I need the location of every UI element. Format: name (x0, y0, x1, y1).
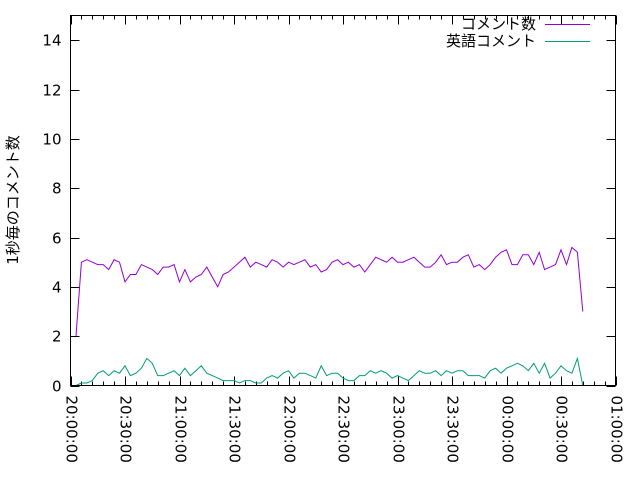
x-tick-label: 21:00:00 (172, 396, 190, 463)
x-tick-label: 00:00:00 (499, 396, 517, 463)
plot-border (70, 15, 616, 386)
y-tick-label: 0 (52, 378, 62, 396)
x-tick-label: 23:00:00 (390, 396, 408, 463)
y-tick-label: 6 (52, 230, 62, 248)
x-tick-labels: 20:00:00 20:30:00 21:00:00 21:30:00 22:00:00… (63, 396, 626, 463)
series-line-0 (75, 246, 584, 337)
series-lines (75, 246, 584, 386)
legend-label-0: コメント数 (461, 15, 536, 33)
y-tick-labels: 0 2 4 6 8 10 12 14 (42, 32, 61, 396)
x-tick-label: 20:30:00 (117, 396, 135, 463)
x-tick-label: 20:00:00 (63, 396, 81, 463)
axis-ticks (70, 15, 617, 387)
y-tick-label: 4 (52, 279, 62, 297)
y-axis-label: 1秒毎のコメント数 (4, 135, 22, 265)
y-tick-label: 2 (52, 328, 62, 346)
x-tick-label: 01:00:00 (608, 396, 626, 463)
series-line-1 (75, 356, 584, 386)
legend: コメント数 英語コメント (446, 15, 590, 50)
y-tick-label: 14 (42, 32, 61, 50)
x-tick-label: 21:30:00 (226, 396, 244, 463)
x-tick-label: 22:00:00 (281, 396, 299, 463)
x-tick-label: 00:30:00 (553, 396, 571, 463)
x-tick-label: 23:30:00 (444, 396, 462, 463)
y-tick-label: 12 (42, 82, 61, 100)
x-tick-label: 22:30:00 (335, 396, 353, 463)
legend-label-1: 英語コメント (446, 32, 536, 50)
y-tick-label: 10 (42, 131, 61, 149)
y-tick-label: 8 (52, 180, 62, 198)
